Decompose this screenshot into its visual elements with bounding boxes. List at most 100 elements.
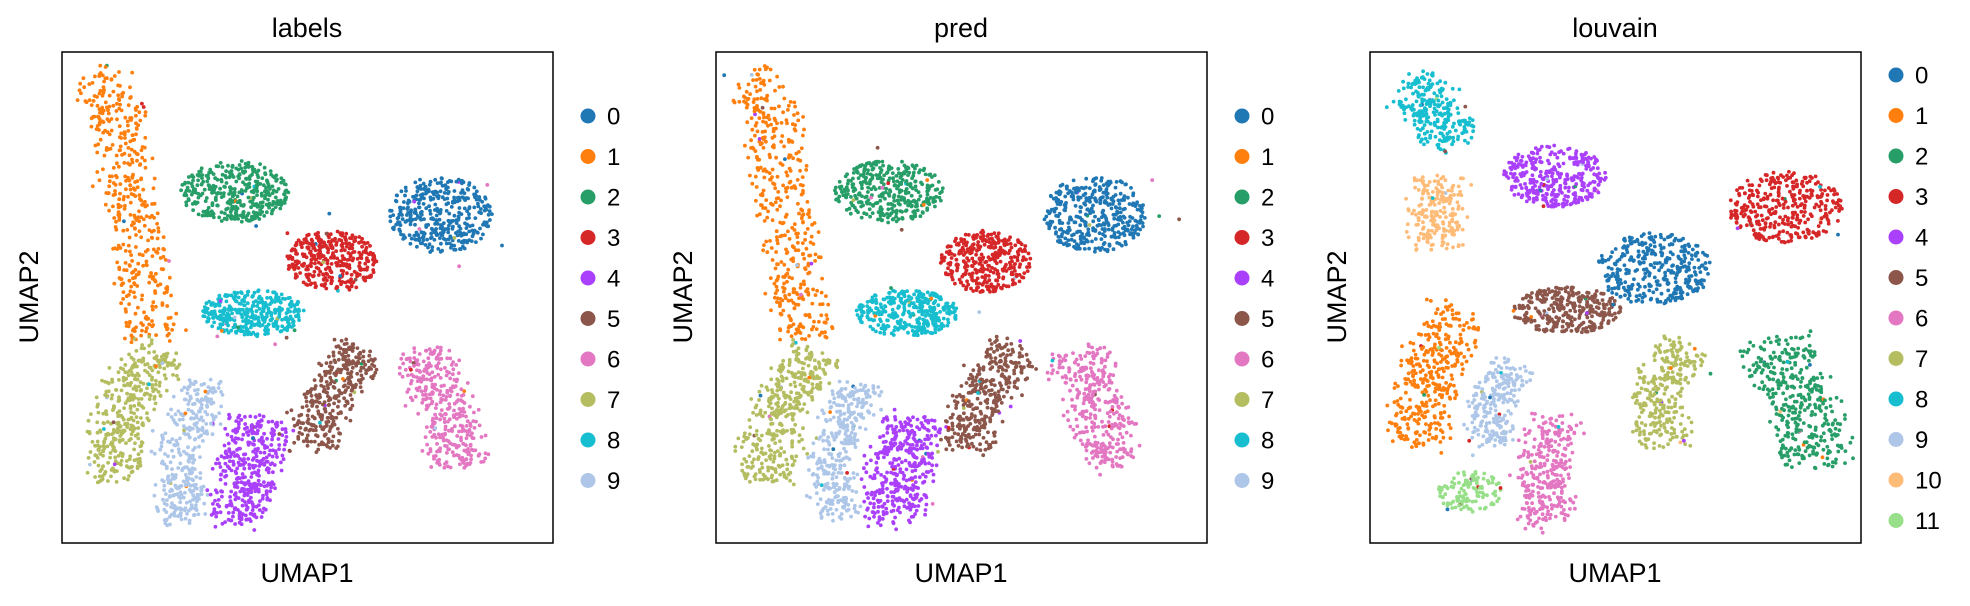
cluster-1-point [129, 284, 134, 289]
cluster-9-point [170, 472, 175, 477]
cluster-4-point [270, 419, 275, 424]
cluster-4-point [229, 501, 234, 506]
cluster-9-point [189, 416, 193, 421]
cluster-2-point [224, 169, 229, 174]
cluster-7-point [88, 450, 93, 454]
cluster-3-point [357, 261, 362, 265]
cluster-2-point [246, 211, 251, 216]
cluster-7-point [936, 449, 940, 454]
cluster-3-point [358, 255, 363, 260]
cluster-6-point [1088, 412, 1093, 417]
cluster-1-point [793, 123, 798, 127]
cluster-6-point [1107, 441, 1112, 445]
cluster-9-point [203, 512, 208, 516]
cluster-1-point [781, 183, 785, 188]
cluster-9-point [219, 404, 224, 409]
cluster-7-point [742, 431, 747, 436]
cluster-4-point [236, 436, 241, 441]
cluster-5-point [289, 408, 294, 413]
cluster-1-point [117, 148, 122, 153]
cluster-3-point [362, 267, 367, 272]
cluster-7-point [102, 471, 107, 476]
cluster-8-point [221, 312, 226, 316]
cluster-9-point [832, 396, 837, 401]
cluster-1-point [140, 328, 144, 333]
cluster-2-point [891, 179, 896, 184]
cluster-7-point [145, 411, 149, 416]
cluster-3-point [321, 254, 326, 258]
cluster-6-point [428, 447, 433, 451]
cluster-4-point [266, 420, 271, 424]
cluster-8-point [866, 310, 870, 315]
cluster-5-point [331, 434, 336, 439]
cluster-1-point [799, 146, 804, 151]
cluster-6-point [458, 423, 463, 428]
cluster-4-point [213, 488, 218, 493]
cluster-1-point [117, 70, 121, 74]
cluster-4-point [256, 487, 261, 492]
cluster-0-point [443, 237, 448, 242]
cluster-4-point [231, 459, 236, 464]
cluster-3-point [314, 265, 319, 270]
cluster-9-point [855, 404, 859, 409]
cluster-0-point [1129, 227, 1134, 232]
cluster-4-point [893, 515, 897, 520]
cluster-1-point [134, 233, 138, 237]
cluster-0-point [435, 181, 440, 186]
cluster-7-point [132, 404, 137, 408]
cluster-4-point [244, 481, 249, 485]
cluster-9-point [169, 505, 174, 509]
cluster-1-point [775, 174, 780, 179]
cluster-5-point [330, 439, 334, 444]
cluster-9-point [184, 483, 188, 488]
cluster-0-point [402, 200, 406, 204]
cluster-1-point [126, 146, 131, 150]
cluster-2-point [239, 159, 244, 163]
cluster-1-point [117, 265, 122, 270]
cluster-5-point [368, 349, 372, 354]
cluster-5-point [296, 434, 301, 439]
cluster-1-point [128, 116, 133, 120]
cluster-1-point [130, 176, 135, 180]
cluster-0-point [454, 179, 459, 184]
cluster-3-point [346, 251, 351, 255]
cluster-4-point [282, 442, 287, 447]
cluster-6-point [454, 363, 459, 367]
panel-title: pred [934, 13, 988, 43]
cluster-0-point [471, 229, 476, 234]
cluster-3-point [327, 235, 331, 240]
cluster-1-point [802, 127, 806, 132]
cluster-4-point [236, 415, 241, 420]
cluster-1-point [94, 127, 99, 131]
cluster-9-point [170, 467, 174, 471]
cluster-9-point [433, 426, 438, 431]
cluster-4-point [277, 443, 282, 447]
cluster-6-point [464, 443, 468, 448]
cluster-1-point [136, 215, 141, 220]
cluster-4-point [242, 457, 246, 461]
cluster-9-point [218, 422, 223, 426]
cluster-4-point [915, 417, 920, 422]
cluster-8-point [217, 303, 222, 308]
cluster-4-point [929, 441, 933, 446]
cluster-7-point [125, 398, 130, 403]
cluster-2-point [236, 174, 241, 179]
cluster-6-point [470, 436, 475, 440]
cluster-7-point [126, 417, 131, 422]
cluster-2-point [184, 200, 189, 205]
cluster-6-point [435, 442, 439, 446]
cluster-8-point [102, 427, 106, 431]
cluster-3-point [325, 261, 330, 266]
cluster-1-point [103, 100, 108, 105]
cluster-9-point [170, 448, 175, 453]
cluster-8-point [290, 325, 294, 329]
cluster-2-point [279, 180, 284, 185]
cluster-1-point [118, 246, 123, 250]
cluster-1-point [130, 259, 135, 263]
cluster-1-point [162, 291, 167, 295]
cluster-1-point [117, 276, 122, 280]
cluster-0-point [440, 224, 444, 229]
cluster-6-point [1080, 442, 1085, 446]
cluster-7-point [112, 405, 116, 410]
cluster-0-point [430, 216, 435, 221]
